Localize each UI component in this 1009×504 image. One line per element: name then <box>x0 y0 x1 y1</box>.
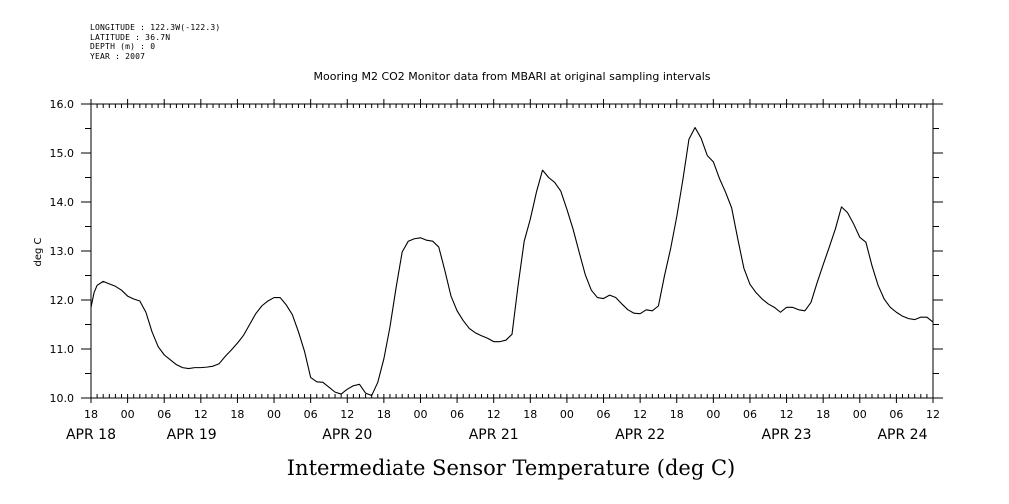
x-tick-label: 06 <box>743 408 757 421</box>
y-tick-label: 13.0 <box>50 245 75 258</box>
date-label: APR 20 <box>322 427 372 443</box>
axes-group: 18 00 06 12 18 00 06 12 18 00 06 12 18 00 06 12 18 00 06 12… <box>50 98 943 443</box>
x-tick-label: 00 <box>267 408 281 421</box>
x-tick-label: 00 <box>706 408 720 421</box>
y-tick-label: 12.0 <box>50 294 75 307</box>
y-tick-label: 11.0 <box>50 343 75 356</box>
date-label: APR 18 <box>66 427 116 443</box>
y-tick-label: 10.0 <box>50 392 75 405</box>
x-tick-label: 06 <box>157 408 171 421</box>
y-tick-label: 16.0 <box>50 98 75 111</box>
x-tick-label: 12 <box>340 408 354 421</box>
x-tick-label: 18 <box>816 408 830 421</box>
y-tick-label: 15.0 <box>50 147 75 160</box>
date-label: APR 19 <box>167 427 217 443</box>
date-label: APR 23 <box>762 427 812 443</box>
date-label: APR 22 <box>615 427 665 443</box>
x-axis-title: Intermediate Sensor Temperature (deg C) <box>287 456 735 480</box>
x-tick-label: 00 <box>413 408 427 421</box>
x-tick-label: 00 <box>853 408 867 421</box>
x-tick-label: 18 <box>230 408 244 421</box>
x-tick-label: 18 <box>84 408 98 421</box>
latitude-label: LATITUDE : 36.7N <box>90 32 171 42</box>
y-tick-label: 14.0 <box>50 196 75 209</box>
series-line <box>90 126 934 397</box>
date-label: APR 21 <box>469 427 519 443</box>
x-tick-label: 00 <box>560 408 574 421</box>
chart-title: Mooring M2 CO2 Monitor data from MBARI a… <box>314 70 711 83</box>
x-tick-label: 18 <box>377 408 391 421</box>
x-tick-label: 12 <box>633 408 647 421</box>
x-tick-label: 06 <box>304 408 318 421</box>
x-tick-label: 06 <box>889 408 903 421</box>
x-tick-label: 12 <box>926 408 940 421</box>
x-tick-label: 12 <box>194 408 208 421</box>
x-tick-label: 12 <box>487 408 501 421</box>
longitude-label: LONGITUDE : 122.3W(-122.3) <box>90 23 221 32</box>
plot-frame <box>90 103 934 399</box>
x-tick-label: 18 <box>670 408 684 421</box>
depth-label: DEPTH (m) : 0 <box>90 42 156 51</box>
year-label: YEAR : 2007 <box>90 51 146 61</box>
x-tick-label: 12 <box>780 408 794 421</box>
metadata-block: LONGITUDE : 122.3W(-122.3) LATITUDE : 36… <box>90 23 220 61</box>
x-tick-label: 00 <box>121 408 135 421</box>
y-axis-label: deg C <box>33 237 44 266</box>
date-label: APR 24 <box>877 427 927 443</box>
x-tick-label: 18 <box>523 408 537 421</box>
x-tick-label: 06 <box>450 408 464 421</box>
x-tick-label: 06 <box>597 408 611 421</box>
